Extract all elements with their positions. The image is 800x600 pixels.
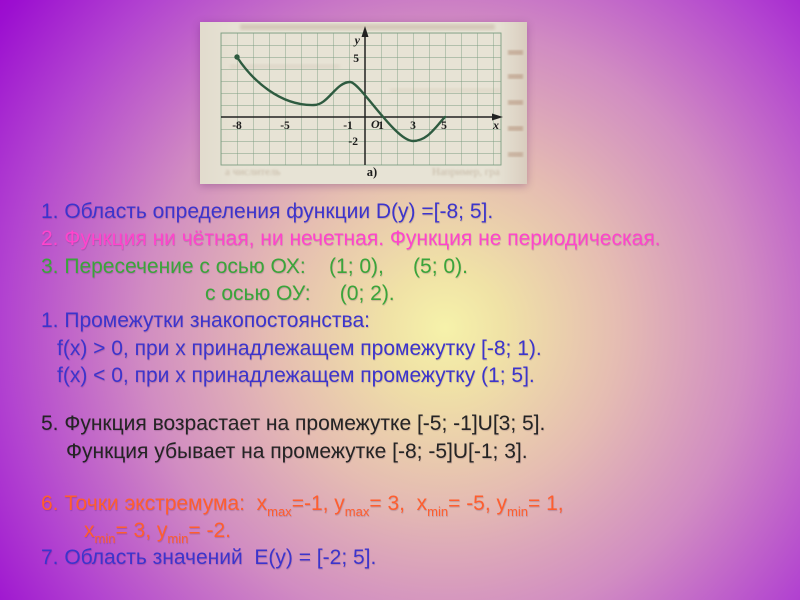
y-tick-5: 5 [353, 53, 359, 65]
line-range: 7. Область значений E(y) = [-2; 5]. [41, 546, 377, 569]
subscript: min [167, 531, 189, 546]
function-graph-figure: а числитель Например, гра y 5 -2 O -8 -5… [200, 22, 527, 184]
subscript: min [94, 531, 116, 546]
line-negative-interval: f(x) < 0, при х принадлежащем промежутку… [57, 364, 535, 387]
subscript: min [427, 504, 449, 519]
text-segment: 6. Точки экстремума: x [41, 492, 268, 515]
line-parity: 2. Функция ни чётная, ни нечетная. Функц… [41, 227, 661, 250]
function-graph-svg: а числитель Например, гра y 5 -2 O -8 -5… [200, 22, 527, 184]
line-decreasing: Функция убывает на промежутке [-8; -5]U[… [66, 440, 528, 463]
subscript: max [344, 504, 370, 519]
y-tick-minus2: -2 [348, 136, 358, 148]
axes [221, 32, 499, 165]
x-tick-3: 3 [410, 120, 416, 132]
y-axis-arrow-icon [361, 26, 369, 37]
graph-grid [220, 32, 502, 166]
line-extrema-2: xmin= 3, ymin= -2. [84, 519, 231, 546]
text-segment: =-1, y [291, 492, 345, 515]
text-segment: x [84, 519, 95, 542]
x-tick-1: 1 [378, 120, 384, 132]
line-extrema-1: 6. Точки экстремума: xmax=-1, ymax= 3, x… [41, 492, 564, 519]
x-axis-arrow-icon [492, 113, 503, 121]
line-x-intercepts: 3. Пересечение с осью ОХ: (1; 0), (5; 0)… [41, 255, 468, 278]
text-segment: = 1, [528, 492, 564, 515]
text-segment: = -5, y [448, 492, 508, 515]
x-axis-label: x [492, 118, 499, 132]
line-increasing: 5. Функция возрастает на промежутке [-5;… [41, 412, 546, 435]
line-y-intercept: с осью ОУ: (0; 2). [205, 282, 395, 305]
text-segment: = 3, y [115, 519, 168, 542]
x-tick-5: 5 [441, 120, 447, 132]
figure-caption: а) [367, 165, 377, 179]
origin-label: O [371, 117, 380, 131]
subscript: min [507, 504, 528, 519]
bleed-text-right: Например, гра [432, 166, 500, 178]
text-segment: = -2. [188, 519, 231, 542]
y-axis-label: y [353, 33, 361, 47]
line-positive-interval: f(x) > 0, при х принадлежащем промежутку… [57, 337, 542, 360]
line-domain: 1. Область определения функции D(y) =[-8… [41, 200, 494, 223]
curve-endpoint-dot [234, 54, 240, 60]
line-sign-intervals: 1. Промежутки знакопостоянства: [41, 309, 370, 332]
text-segment: = 3, x [369, 492, 428, 515]
x-tick-minus5: -5 [280, 120, 290, 132]
x-tick-minus8: -8 [232, 120, 242, 132]
subscript: max [267, 504, 292, 519]
bleed-text-left: а числитель [225, 166, 281, 178]
function-curve [235, 55, 447, 143]
x-tick-minus1: -1 [343, 120, 353, 132]
